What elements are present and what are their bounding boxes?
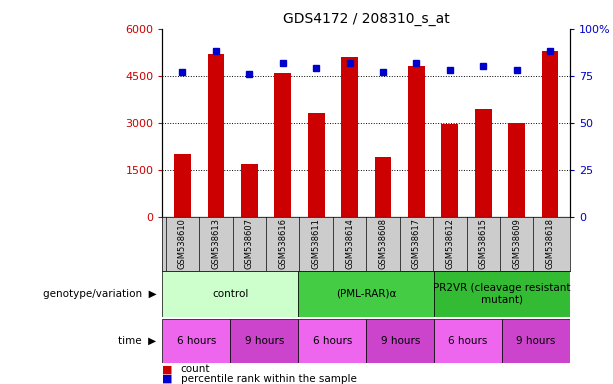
Text: 6 hours: 6 hours (313, 336, 352, 346)
Title: GDS4172 / 208310_s_at: GDS4172 / 208310_s_at (283, 12, 450, 26)
Bar (308, 114, 324, 217)
Text: PR2VR (cleavage resistant
mutant): PR2VR (cleavage resistant mutant) (433, 283, 571, 305)
Bar (230, 319, 299, 363)
Text: 9 hours: 9 hours (516, 336, 556, 346)
Text: GSM538609: GSM538609 (512, 218, 521, 269)
Text: GSM538616: GSM538616 (278, 218, 287, 269)
Bar (434, 271, 570, 317)
Bar (241, 164, 257, 217)
Text: genotype/variation  ▶: genotype/variation ▶ (43, 289, 156, 299)
Bar (502, 319, 570, 363)
Text: 9 hours: 9 hours (381, 336, 420, 346)
Text: 6 hours: 6 hours (449, 336, 488, 346)
Bar (299, 271, 434, 317)
Text: GSM538615: GSM538615 (479, 218, 488, 269)
Text: ■: ■ (162, 364, 173, 374)
Bar (542, 51, 558, 217)
Text: GSM538612: GSM538612 (445, 218, 454, 269)
Text: GSM538617: GSM538617 (412, 218, 421, 269)
Text: control: control (212, 289, 249, 299)
Text: time  ▶: time ▶ (118, 336, 156, 346)
Bar (475, 109, 492, 217)
Text: GSM538611: GSM538611 (311, 218, 321, 269)
Bar (434, 319, 502, 363)
Text: 6 hours: 6 hours (177, 336, 216, 346)
Text: GSM538618: GSM538618 (546, 218, 555, 269)
Text: count: count (181, 364, 210, 374)
Bar (375, 157, 391, 217)
Text: 9 hours: 9 hours (245, 336, 284, 346)
Bar (367, 319, 434, 363)
Text: GSM538613: GSM538613 (211, 218, 221, 269)
Bar (341, 57, 358, 217)
Bar (508, 123, 525, 217)
Text: GSM538607: GSM538607 (245, 218, 254, 269)
Bar (299, 319, 367, 363)
Bar (275, 73, 291, 217)
Text: GSM538614: GSM538614 (345, 218, 354, 269)
Text: GSM538608: GSM538608 (378, 218, 387, 269)
Bar (208, 54, 224, 217)
Text: percentile rank within the sample: percentile rank within the sample (181, 374, 357, 384)
Text: GSM538610: GSM538610 (178, 218, 187, 269)
Bar (162, 319, 230, 363)
Text: (PML-RAR)α: (PML-RAR)α (336, 289, 397, 299)
Bar (174, 154, 191, 217)
Bar (441, 124, 458, 217)
Bar (408, 66, 425, 217)
Text: ■: ■ (162, 374, 173, 384)
Bar (162, 271, 299, 317)
